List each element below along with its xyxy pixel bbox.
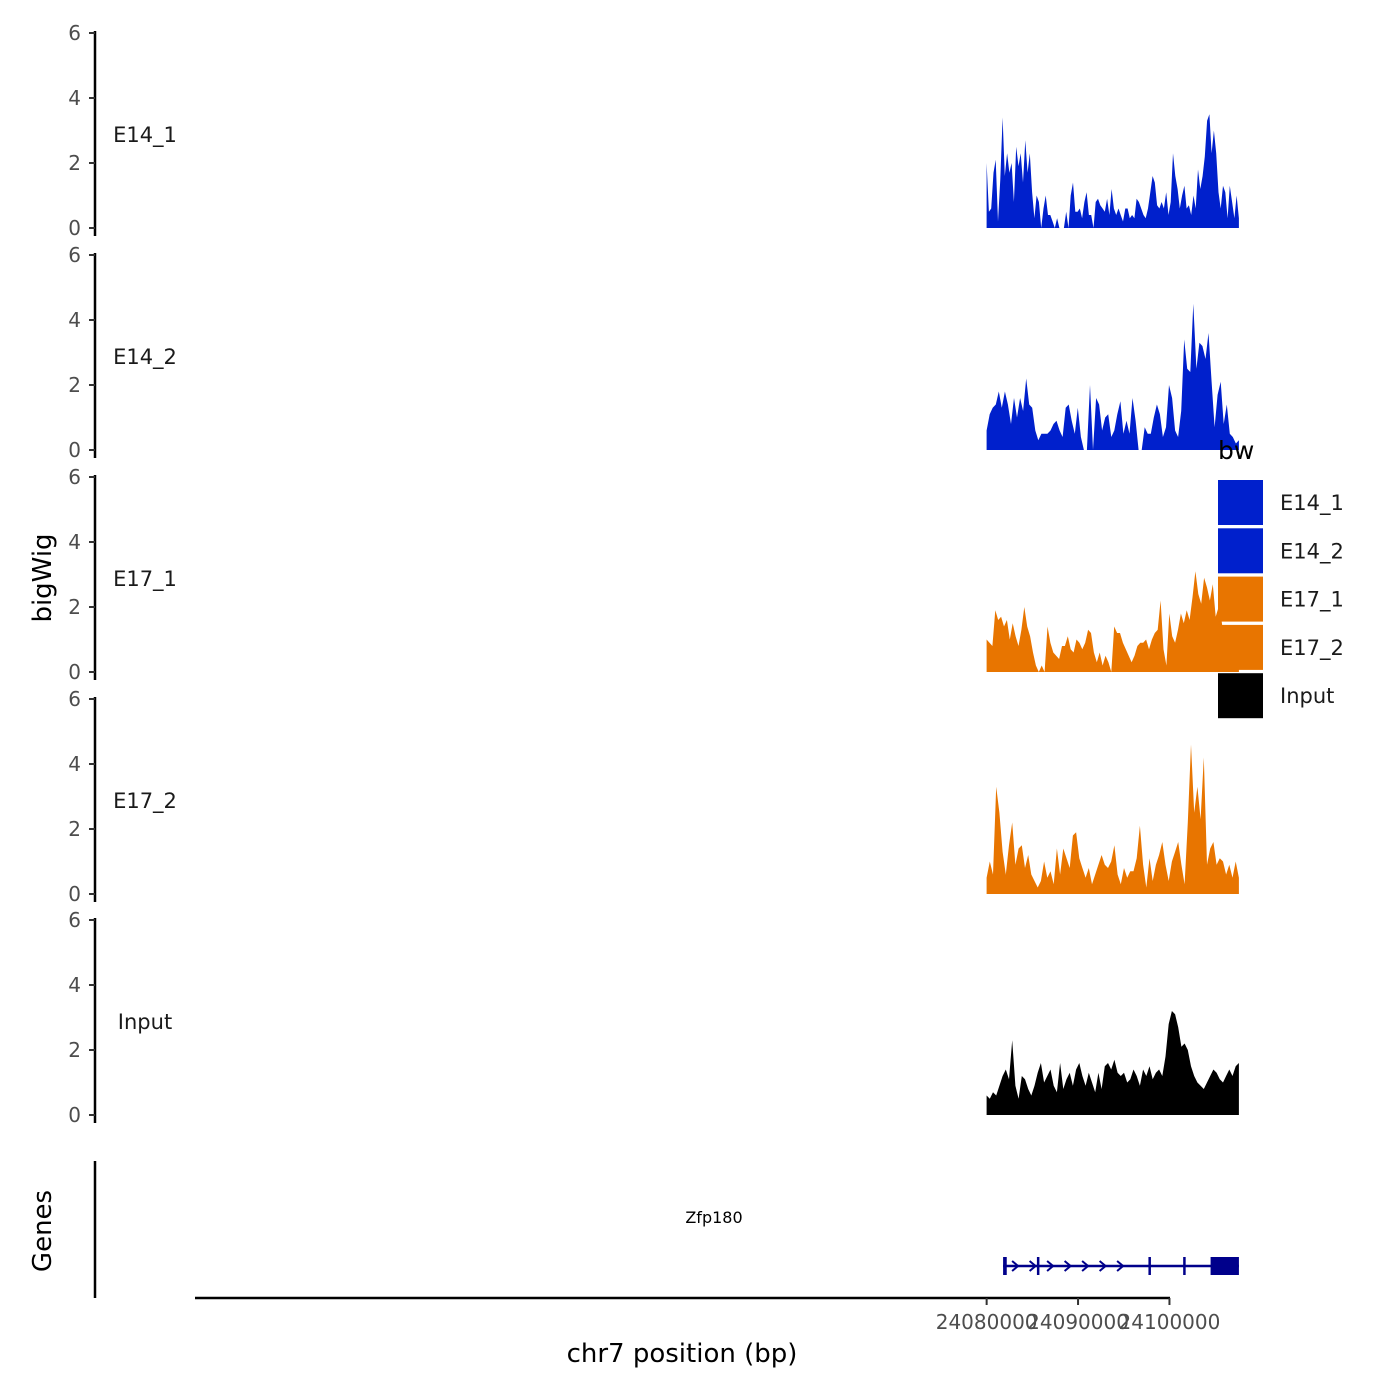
strand-arrow (1081, 1260, 1090, 1272)
y-tick-label: 0 (68, 660, 81, 684)
track-label: Input (118, 1010, 172, 1034)
y-tick-label: 4 (68, 86, 81, 110)
legend-swatch-E17_1 (1218, 576, 1263, 622)
signal-area-E14_1 (986, 114, 1239, 228)
legend-label-E17_2: E17_2 (1280, 636, 1344, 661)
x-axis-title: chr7 position (bp) (567, 1339, 798, 1369)
y-tick-label: 2 (68, 817, 81, 841)
x-tick-label: 24090000 (1027, 1310, 1129, 1334)
legend-title: bw (1218, 436, 1254, 465)
y-tick-label: 0 (68, 438, 81, 462)
strand-arrow (1011, 1260, 1020, 1272)
signal-area-Input (986, 1011, 1239, 1115)
y-tick-label: 2 (68, 595, 81, 619)
gene-exon (1183, 1257, 1186, 1275)
x-tick-label: 24100000 (1119, 1310, 1221, 1334)
track-E17_1: 0 2 4 6 E17_1 (68, 465, 1239, 684)
genes-axis-title: Genes (28, 1190, 58, 1272)
track-E14_1: 0 2 4 6 E14_1 (68, 21, 1239, 240)
track-label: E17_1 (113, 567, 177, 592)
track-E17_2: 0 2 4 6 E17_2 (68, 687, 1239, 906)
y-tick-label: 4 (68, 752, 81, 776)
y-tick-label: 4 (68, 973, 81, 997)
strand-arrow (1028, 1260, 1038, 1272)
signal-area-E14_2 (986, 303, 1239, 450)
gene-exon (1003, 1257, 1007, 1275)
y-tick-label: 6 (68, 908, 81, 932)
y-tick-label: 4 (68, 530, 81, 554)
track-label: E14_2 (113, 345, 177, 370)
legend-swatch-E14_2 (1218, 528, 1263, 574)
y-tick-label: 0 (68, 882, 81, 906)
signal-tracks: 0 2 4 6 E14_1 0 2 4 6 E14_2 0 2 4 6 E17_1 0 2 4 6 E17_2 0 2 4 6… (68, 21, 1239, 1127)
legend-label-E14_1: E14_1 (1280, 491, 1344, 516)
y-tick-label: 2 (68, 1038, 81, 1062)
strand-arrow (1116, 1260, 1125, 1272)
y-tick-label: 6 (68, 465, 81, 489)
y-tick-label: 2 (68, 373, 81, 397)
strand-arrow (1098, 1260, 1108, 1272)
y-tick-label: 6 (68, 243, 81, 267)
legend-label-E14_2: E14_2 (1280, 539, 1344, 564)
gene-name-label: Zfp180 (685, 1208, 742, 1227)
y-tick-label: 2 (68, 151, 81, 175)
legend-swatch-E17_2 (1218, 624, 1263, 670)
y-tick-label: 0 (68, 1103, 81, 1127)
y-tick-label: 6 (68, 21, 81, 45)
legend-label-E17_1: E17_1 (1280, 588, 1344, 613)
y-tick-label: 6 (68, 687, 81, 711)
legend: bw E14_1 E14_2 E17_1 E17_2 Input (1218, 436, 1344, 719)
signal-area-E17_1 (986, 571, 1239, 672)
track-label: E17_2 (113, 789, 177, 814)
strand-arrow (1063, 1260, 1073, 1272)
legend-swatch-E14_1 (1218, 480, 1263, 525)
track-E14_2: 0 2 4 6 E14_2 (68, 243, 1239, 462)
y-axis-title: bigWig (28, 533, 58, 622)
y-tick-label: 0 (68, 216, 81, 240)
y-tick-label: 4 (68, 308, 81, 332)
gene-exon (1210, 1257, 1239, 1275)
strand-arrow (1046, 1260, 1055, 1272)
track-Input: 0 2 4 6 Input (68, 908, 1239, 1127)
genes-panel: Zfp180 (93, 1161, 1239, 1298)
track-label: E14_1 (113, 123, 177, 148)
gene-exon (1148, 1257, 1151, 1275)
legend-label-Input: Input (1280, 684, 1334, 708)
x-tick-label: 24080000 (936, 1310, 1038, 1334)
signal-area-E17_2 (986, 744, 1239, 894)
gene-exon (1036, 1257, 1040, 1275)
legend-swatch-Input (1218, 673, 1263, 719)
